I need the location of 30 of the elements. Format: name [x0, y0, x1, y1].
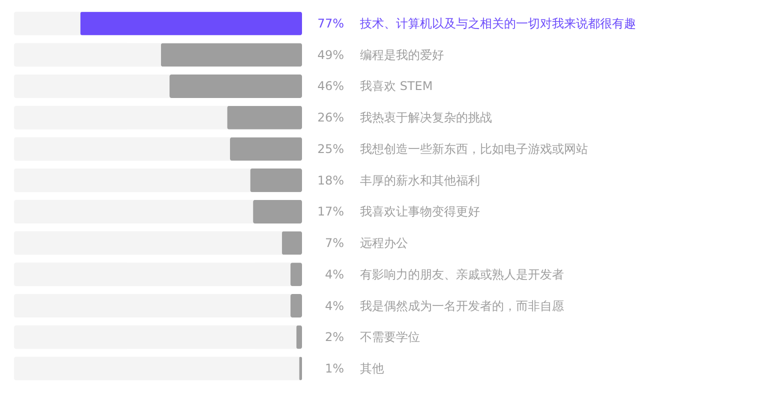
y-tick-label: 其他: [360, 361, 384, 376]
y-tick-label: 我喜欢让事物变得更好: [360, 204, 480, 219]
data-label: 18%: [317, 173, 344, 188]
data-label: 26%: [317, 110, 344, 125]
data-label: 7%: [324, 236, 344, 250]
data-label: 46%: [317, 79, 344, 94]
data-label: 17%: [317, 204, 344, 219]
bar: [230, 137, 302, 161]
y-tick-label: 不需要学位: [360, 330, 420, 344]
y-tick-label: 我热衷于解决复杂的挑战: [360, 110, 492, 125]
bar: [290, 262, 302, 286]
y-tick-label: 远程办公: [360, 236, 408, 250]
data-label: 49%: [317, 48, 344, 62]
data-label: 77%: [317, 16, 344, 31]
y-tick-label: 我想创造一些新东西，比如电子游戏或网站: [360, 142, 588, 156]
y-tick-label: 有影响力的朋友、亲戚或熟人是开发者: [360, 267, 564, 282]
data-label: 1%: [324, 361, 344, 376]
data-label: 4%: [324, 267, 344, 282]
y-tick-label: 编程是我的爱好: [360, 48, 444, 62]
y-tick-label: 丰厚的薪水和其他福利: [360, 173, 480, 188]
bar: [282, 231, 302, 255]
bar: [253, 200, 302, 224]
data-label: 2%: [324, 330, 344, 344]
y-tick-label: 我是偶然成为一名开发者的，而非自愿: [360, 298, 564, 313]
bar: [290, 294, 302, 318]
bar: [250, 168, 302, 192]
data-label: 4%: [324, 298, 344, 313]
y-tick-label: 我喜欢 STEM: [360, 79, 433, 94]
y-tick-label: 技术、计算机以及与之相关的一切对我来说都很有趣: [359, 16, 636, 31]
data-label: 25%: [317, 142, 344, 156]
